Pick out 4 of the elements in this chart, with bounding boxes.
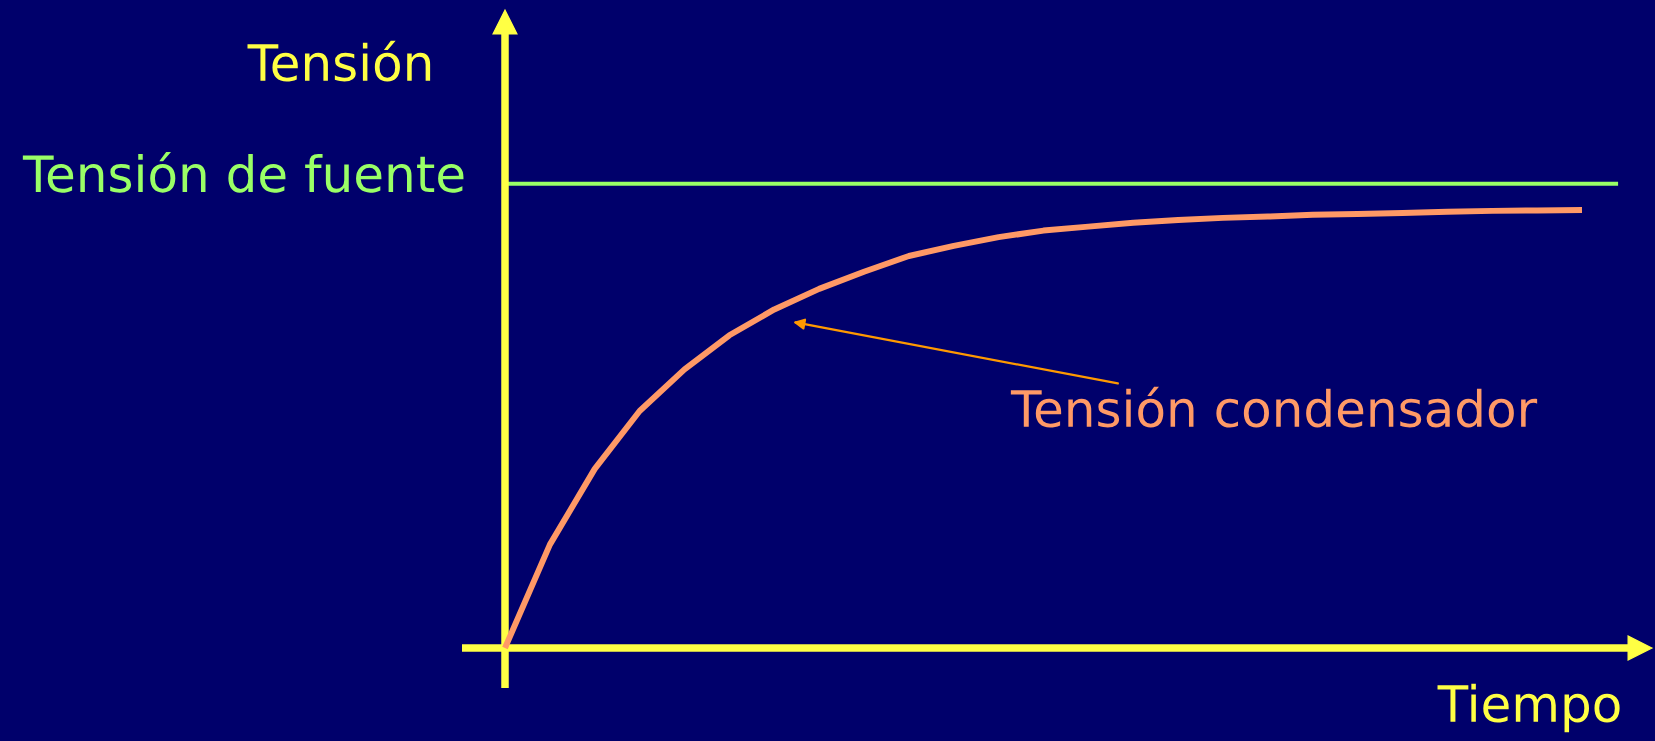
- y-axis-title: Tensión: [247, 40, 431, 82]
- x-axis-title: Tiempo: [1437, 683, 1620, 733]
- ref-line-label: Tensión de fuente: [22, 151, 464, 193]
- annotation: Tensión condensador: [1010, 386, 1538, 428]
